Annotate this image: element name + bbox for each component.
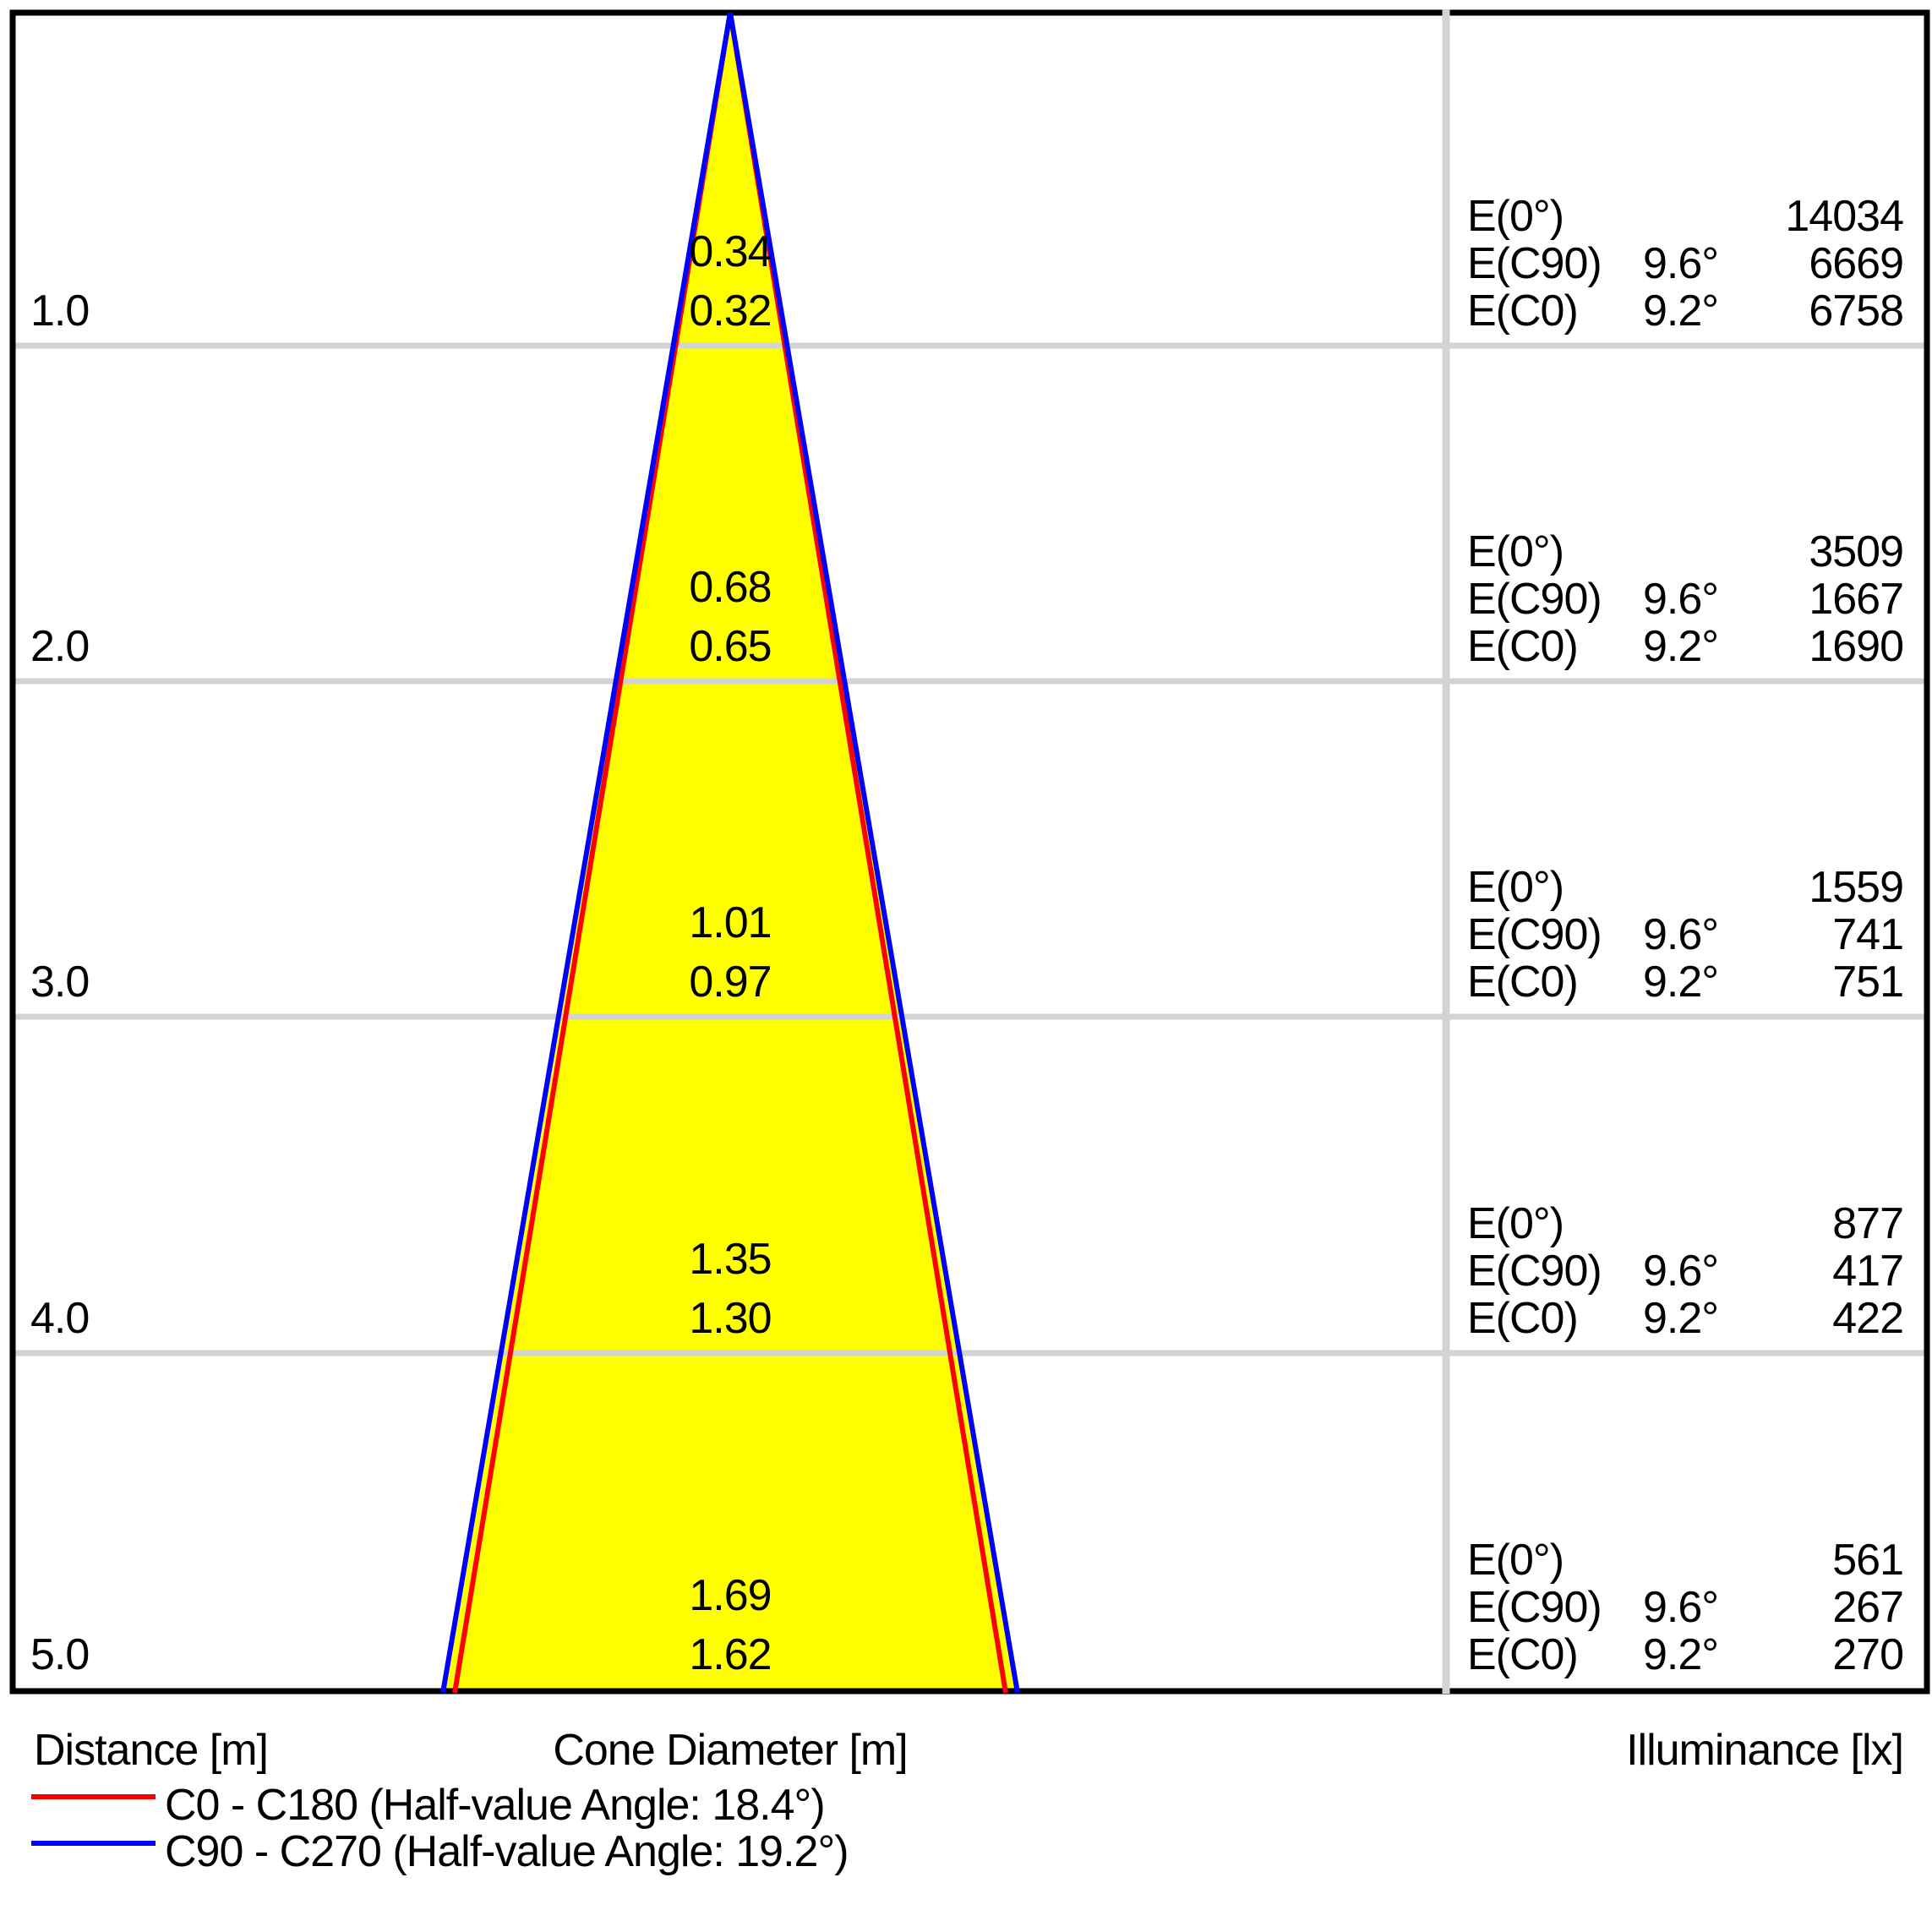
e0-value-2: 3509	[1809, 527, 1904, 576]
e0-value-5: 561	[1832, 1536, 1904, 1585]
ec90-value-5: 267	[1832, 1583, 1904, 1632]
table-border	[9, 9, 1930, 1695]
cone-diameter-c0-4: 1.30	[689, 1294, 772, 1343]
ec90-label-1: E(C90)	[1467, 239, 1602, 288]
cone-diameter-c90-3: 1.01	[689, 898, 772, 947]
c90-c270-edge-left	[440, 12, 733, 1694]
ec0-angle-1: 9.2°	[1643, 287, 1719, 336]
ec0-value-1: 6758	[1809, 287, 1904, 336]
ec0-value-5: 270	[1832, 1630, 1904, 1679]
ec90-value-1: 6669	[1809, 239, 1904, 288]
ec0-angle-3: 9.2°	[1643, 958, 1719, 1007]
legend-line-c90-c270	[31, 1841, 156, 1846]
cone-diameter-c0-5: 1.62	[689, 1630, 772, 1679]
ec0-label-5: E(C0)	[1467, 1630, 1579, 1679]
ec0-label-1: E(C0)	[1467, 287, 1579, 336]
e0-label-3: E(0°)	[1467, 863, 1564, 912]
beam-cone-fill	[443, 13, 1018, 1691]
c90-c270-legend-swatch	[31, 1841, 156, 1846]
e0-value-3: 1559	[1809, 863, 1904, 912]
ec90-angle-3: 9.6°	[1643, 910, 1719, 959]
ec0-value-3: 751	[1832, 958, 1904, 1007]
ec0-value-2: 1690	[1809, 622, 1904, 671]
cone-diameter-c0-3: 0.97	[689, 958, 772, 1007]
legend-label-c0-c180: C0 - C180 (Half-value Angle: 18.4°)	[165, 1781, 826, 1830]
ec0-label-3: E(C0)	[1467, 958, 1579, 1007]
ec90-angle-4: 9.6°	[1643, 1247, 1719, 1296]
distance-label-1: 1.0	[30, 287, 90, 336]
cone-diameter-c0-2: 0.65	[689, 622, 772, 671]
e0-label-1: E(0°)	[1467, 192, 1564, 241]
cone-diameter-c0-1: 0.32	[689, 287, 772, 336]
illuminance-axis-label: Illuminance [lx]	[1626, 1726, 1904, 1775]
c90-c270-edge-right	[728, 12, 1020, 1694]
cone-diameter-c90-4: 1.35	[689, 1235, 772, 1284]
ec90-angle-2: 9.6°	[1643, 575, 1719, 624]
cone-diameter-c90-2: 0.68	[689, 563, 772, 612]
ec0-angle-5: 9.2°	[1643, 1630, 1719, 1679]
ec90-label-3: E(C90)	[1467, 910, 1602, 959]
cone-diameter-axis-label: Cone Diameter [m]	[553, 1726, 908, 1775]
ec90-label-5: E(C90)	[1467, 1583, 1602, 1632]
legend-line-c0-c180	[31, 1794, 156, 1799]
ec90-angle-1: 9.6°	[1643, 239, 1719, 288]
e0-value-4: 877	[1832, 1199, 1904, 1248]
distance-label-4: 4.0	[30, 1294, 90, 1343]
distance-label-2: 2.0	[30, 622, 90, 671]
c0-c180-legend-swatch	[31, 1794, 156, 1799]
ec0-label-4: E(C0)	[1467, 1294, 1579, 1343]
legend-label-c90-c270: C90 - C270 (Half-value Angle: 19.2°)	[165, 1827, 849, 1876]
ec90-label-4: E(C90)	[1467, 1247, 1602, 1296]
ec0-value-4: 422	[1832, 1294, 1904, 1343]
cone-diameter-c90-5: 1.69	[689, 1571, 772, 1620]
ec90-label-2: E(C90)	[1467, 575, 1602, 624]
ec90-value-2: 1667	[1809, 575, 1904, 624]
ec90-angle-5: 9.6°	[1643, 1583, 1719, 1632]
e0-label-4: E(0°)	[1467, 1199, 1564, 1248]
distance-label-5: 5.0	[30, 1630, 90, 1679]
ec90-value-4: 417	[1832, 1247, 1904, 1296]
ec90-value-3: 741	[1832, 910, 1904, 959]
ec0-angle-4: 9.2°	[1643, 1294, 1719, 1343]
distance-axis-label: Distance [m]	[34, 1726, 269, 1775]
ec0-label-2: E(C0)	[1467, 622, 1579, 671]
e0-label-5: E(0°)	[1467, 1536, 1564, 1585]
distance-label-3: 3.0	[30, 958, 90, 1007]
cone-diameter-c90-1: 0.34	[689, 227, 772, 276]
ec0-angle-2: 9.2°	[1643, 622, 1719, 671]
e0-label-2: E(0°)	[1467, 527, 1564, 576]
e0-value-1: 14034	[1785, 192, 1904, 241]
